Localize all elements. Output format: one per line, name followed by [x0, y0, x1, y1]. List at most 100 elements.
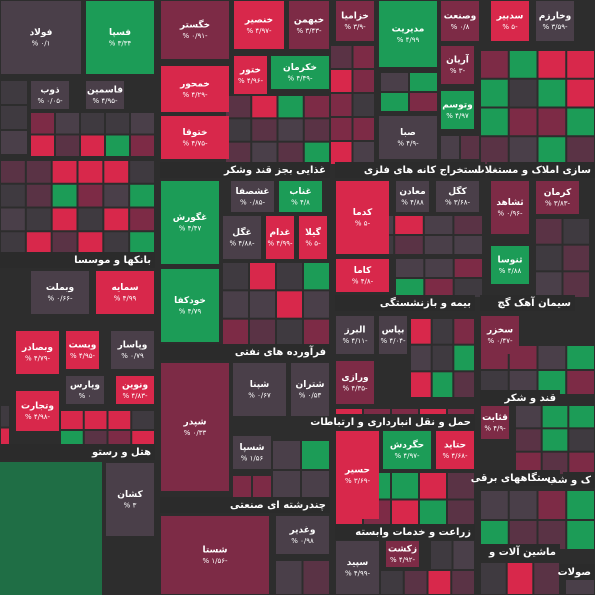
- tile-name: وبملت: [46, 283, 74, 293]
- filler-tile: [132, 411, 154, 429]
- sector-header-bg: [480, 544, 560, 560]
- tile: [336, 1, 374, 41]
- tile-change: -۳ %: [450, 67, 466, 75]
- filler-tile: [411, 345, 431, 371]
- filler-tile: [223, 319, 248, 346]
- tile-change: -۴/۶۸ %: [442, 452, 468, 460]
- filler-tile: [223, 263, 248, 290]
- tile-change: -۴/۹۶ %: [238, 77, 264, 85]
- filler-tile: [381, 571, 403, 594]
- filler-tile: [481, 491, 508, 519]
- filler-tile: [304, 96, 329, 118]
- filler-tile: [130, 232, 154, 254]
- filler-tile: [278, 119, 303, 141]
- filler-tile: [538, 108, 566, 136]
- tile-change: ۳/۳۴ %: [109, 40, 132, 48]
- tile: [161, 181, 219, 264]
- tile: [491, 246, 529, 284]
- tile: [161, 516, 269, 594]
- tile-name: شسپا: [239, 443, 264, 453]
- tile: [336, 541, 379, 594]
- sector-header: چندرشته ای صنعتی: [230, 500, 326, 511]
- tile: [31, 81, 69, 109]
- tile-name: وتوسم: [442, 101, 473, 111]
- filler-tile: [567, 51, 594, 78]
- tile-name: غناب: [289, 187, 311, 197]
- filler-tile: [78, 208, 103, 231]
- tile-name: خزامیا: [341, 12, 369, 22]
- sector-header: ماشین آلات و: [488, 545, 556, 558]
- filler-tile: [233, 476, 251, 499]
- sector-header-bg: [0, 444, 155, 460]
- sector-header: دستگاههای برقی: [471, 471, 556, 484]
- filler-tile: [567, 137, 594, 164]
- filler-tile: [78, 161, 103, 183]
- filler-tile: [131, 135, 154, 156]
- sector-header-bg: [480, 390, 560, 406]
- tile: [233, 363, 286, 416]
- sector-header-bg: [480, 295, 575, 311]
- filler-tile: [303, 561, 329, 594]
- tile-name: غدام: [269, 228, 290, 238]
- filler-tile: [536, 272, 562, 297]
- tile-name: غشصفا: [235, 187, 269, 197]
- tile: [491, 181, 529, 234]
- tile: [106, 463, 154, 536]
- tile: [336, 361, 374, 404]
- filler-tile: [106, 135, 129, 156]
- filler-tile: [420, 500, 446, 526]
- tile-name: البرز: [344, 326, 366, 336]
- filler-tile: [516, 429, 541, 451]
- filler-tile: [481, 79, 508, 107]
- filler-tile: [542, 406, 568, 428]
- tile-name: ختور: [239, 66, 261, 76]
- tile-change: -۴/۷۵ %: [182, 140, 208, 148]
- filler-tile: [1, 208, 25, 231]
- filler-tile: [276, 561, 302, 594]
- tile-change: ۰ %: [79, 392, 92, 400]
- filler-tile: [250, 263, 275, 290]
- filler-tile: [538, 51, 566, 78]
- filler-tile: [395, 216, 423, 234]
- filler-tile: [410, 93, 437, 111]
- filler-tile: [453, 541, 474, 569]
- tile-name: حگردش: [390, 439, 424, 451]
- filler-tile: [278, 96, 303, 118]
- tile: [441, 91, 474, 129]
- tile-change: -۰/۰۵ %: [37, 97, 63, 105]
- filler-tile: [353, 118, 374, 140]
- filler-tile: [304, 119, 329, 141]
- filler-tile: [432, 372, 453, 397]
- tile: [276, 516, 329, 554]
- tile-name: کدما: [353, 208, 373, 218]
- tile: [1, 1, 81, 74]
- filler-tile: [481, 51, 508, 78]
- filler-tile: [428, 571, 451, 594]
- tile-change: ۴/۷۹ %: [179, 308, 202, 316]
- filler-tile: [331, 142, 352, 164]
- tile-change: -۳/۶۹ %: [345, 477, 371, 485]
- tile-change: -۰/۶۶ %: [47, 295, 73, 303]
- tile-change: -۴/۱۱ %: [342, 337, 368, 345]
- tile-name: فولاد: [30, 28, 53, 38]
- tile-name: وصنعت: [444, 12, 477, 22]
- filler-tile: [563, 272, 589, 297]
- filler-tile: [253, 476, 271, 499]
- tile-name: خکرمان: [283, 63, 317, 73]
- sector-header-bg: [335, 414, 475, 430]
- filler-tile: [392, 500, 418, 526]
- filler-tile: [252, 96, 277, 118]
- filler-tile: [61, 411, 83, 429]
- filler-tile: [331, 118, 352, 140]
- filler-tile: [566, 576, 594, 594]
- tile-name: ختوقا: [182, 128, 207, 138]
- filler-tile: [396, 259, 424, 277]
- filler-tile: [454, 216, 482, 234]
- filler-tile: [104, 184, 129, 207]
- tile: [383, 431, 431, 469]
- filler-tile: [431, 541, 452, 569]
- filler-tile: [304, 142, 329, 164]
- tile-name: خمحور: [179, 80, 210, 90]
- tile-name: خبهمن: [294, 16, 324, 26]
- filler-tile: [331, 46, 352, 68]
